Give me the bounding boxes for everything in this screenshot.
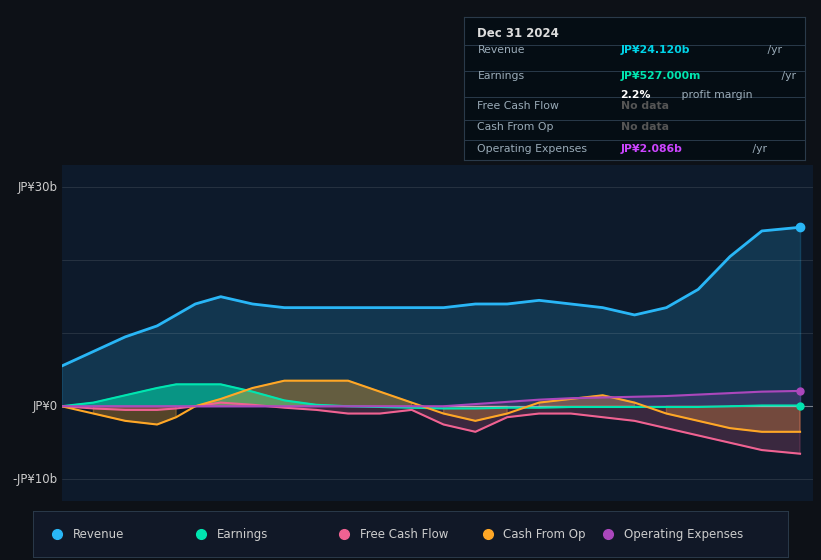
Text: No data: No data	[621, 123, 668, 133]
Text: Free Cash Flow: Free Cash Flow	[478, 101, 559, 111]
Text: 2.2%: 2.2%	[621, 90, 651, 100]
Text: 2021: 2021	[524, 514, 554, 528]
Text: 2015: 2015	[142, 514, 172, 528]
Text: Dec 31 2024: Dec 31 2024	[478, 27, 559, 40]
Text: Operating Expenses: Operating Expenses	[624, 528, 744, 541]
Text: Operating Expenses: Operating Expenses	[478, 144, 588, 154]
Text: /yr: /yr	[764, 45, 782, 55]
Text: JP¥30b: JP¥30b	[18, 181, 57, 194]
Text: JP¥0: JP¥0	[33, 400, 57, 413]
Text: profit margin: profit margin	[678, 90, 752, 100]
Text: 2018: 2018	[333, 514, 363, 528]
Text: Earnings: Earnings	[478, 71, 525, 81]
Text: 2016: 2016	[206, 514, 236, 528]
Text: JP¥24.120b: JP¥24.120b	[621, 45, 690, 55]
Text: Cash From Op: Cash From Op	[478, 123, 554, 133]
Text: 2020: 2020	[461, 514, 490, 528]
Text: 2019: 2019	[397, 514, 427, 528]
Text: JP¥527.000m: JP¥527.000m	[621, 71, 701, 81]
Text: Cash From Op: Cash From Op	[503, 528, 586, 541]
Text: No data: No data	[621, 101, 668, 111]
Text: -JP¥10b: -JP¥10b	[12, 473, 57, 486]
Text: 2022: 2022	[588, 514, 617, 528]
Text: 2023: 2023	[652, 514, 681, 528]
Text: Revenue: Revenue	[73, 528, 124, 541]
Text: JP¥2.086b: JP¥2.086b	[621, 144, 682, 154]
Text: Revenue: Revenue	[478, 45, 525, 55]
Text: Free Cash Flow: Free Cash Flow	[360, 528, 448, 541]
Text: 2017: 2017	[269, 514, 300, 528]
Text: 2024: 2024	[715, 514, 745, 528]
Text: /yr: /yr	[778, 71, 796, 81]
Text: /yr: /yr	[750, 144, 768, 154]
Text: Earnings: Earnings	[217, 528, 268, 541]
